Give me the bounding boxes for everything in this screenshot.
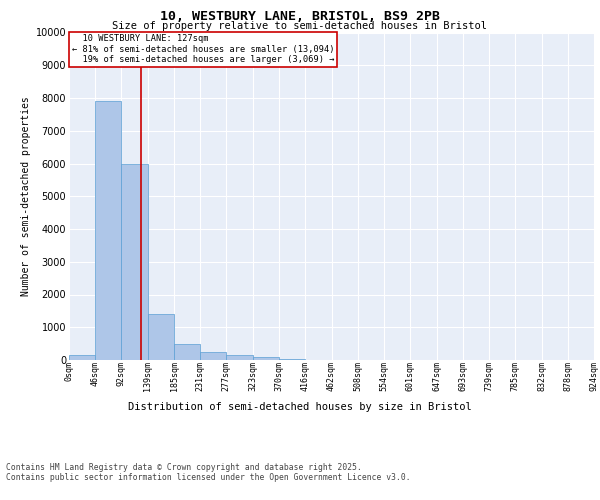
Text: Size of property relative to semi-detached houses in Bristol: Size of property relative to semi-detach…	[113, 21, 487, 31]
Bar	[226, 355, 253, 360]
Bar	[121, 164, 148, 360]
Bar	[253, 358, 279, 360]
Text: 10 WESTBURY LANE: 127sqm
← 81% of semi-detached houses are smaller (13,094)
  19: 10 WESTBURY LANE: 127sqm ← 81% of semi-d…	[71, 34, 334, 64]
Text: 10, WESTBURY LANE, BRISTOL, BS9 2PB: 10, WESTBURY LANE, BRISTOL, BS9 2PB	[160, 10, 440, 23]
Bar	[148, 314, 174, 360]
Text: Contains HM Land Registry data © Crown copyright and database right 2025.: Contains HM Land Registry data © Crown c…	[6, 462, 362, 471]
Bar	[279, 359, 305, 360]
Bar	[69, 355, 95, 360]
Text: Contains public sector information licensed under the Open Government Licence v3: Contains public sector information licen…	[6, 472, 410, 482]
Bar	[95, 102, 121, 360]
Bar	[174, 344, 200, 360]
Text: Distribution of semi-detached houses by size in Bristol: Distribution of semi-detached houses by …	[128, 402, 472, 412]
Bar	[200, 352, 226, 360]
Y-axis label: Number of semi-detached properties: Number of semi-detached properties	[22, 96, 31, 296]
